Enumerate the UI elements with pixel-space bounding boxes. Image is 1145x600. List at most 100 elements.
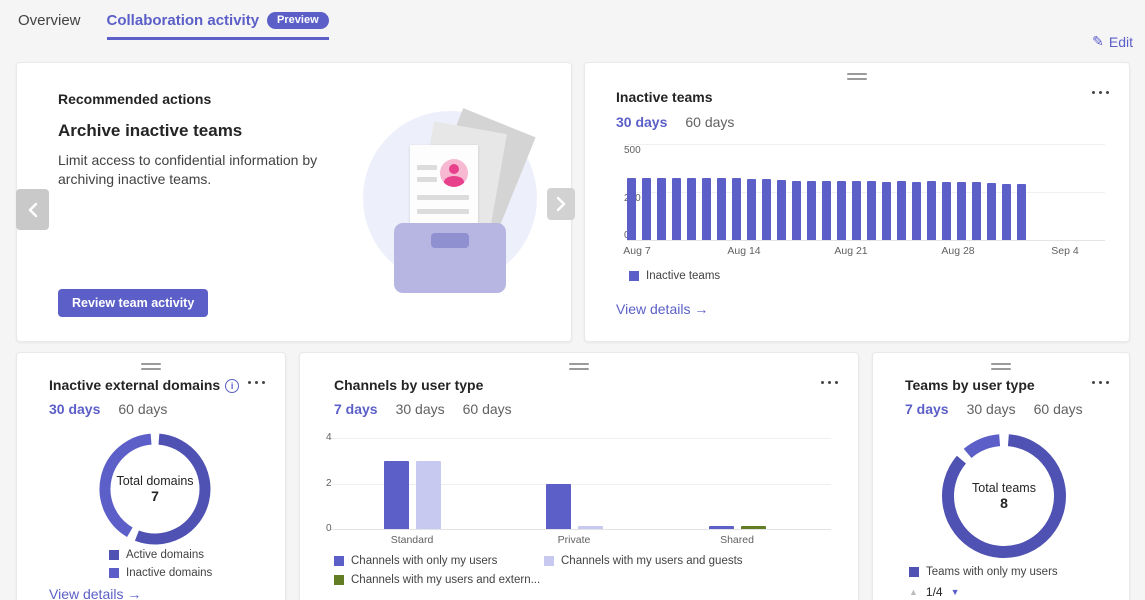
drag-handle-icon[interactable] [847,70,867,83]
legend-swatch [544,556,554,566]
inactive-teams-card: Inactive teams 30 days 60 days 500 250 0… [584,62,1130,342]
inactive-teams-chart: 500 250 0 Aug 7 Aug 14 Aug 21 Aug 28 Sep… [623,144,1105,262]
inactive-teams-title: Inactive teams [616,89,713,105]
filter-7-days[interactable]: 7 days [334,401,378,417]
total-teams-label: Total teams [972,481,1036,495]
filter-60-days[interactable]: 60 days [462,401,512,417]
recommended-actions-heading: Recommended actions [58,91,212,107]
drag-handle-icon[interactable] [991,360,1011,373]
y-tick-4: 4 [326,432,332,443]
legend-channels-users-and-external: Channels with my users and extern... [334,574,540,586]
x-tick-aug21: Aug 21 [834,245,868,257]
archive-inactive-teams-description: Limit access to confidential information… [58,152,318,187]
legend-swatch [334,556,344,566]
tab-bar: Overview Collaboration activity Preview [18,12,329,40]
carousel-next-button[interactable] [547,188,575,220]
legend-inactive-domains: Inactive domains [109,567,212,579]
legend-swatch [109,568,119,578]
tab-collaboration-activity-label: Collaboration activity [106,12,260,29]
legend-swatch [629,271,639,281]
x-tick-shared: Shared [720,534,754,546]
tab-collaboration-activity[interactable]: Collaboration activity Preview [106,12,329,40]
filter-30-days[interactable]: 30 days [49,401,101,417]
total-teams-value: 8 [1000,495,1008,511]
info-icon[interactable]: i [225,379,240,393]
more-options-button[interactable] [1088,377,1113,388]
illustration-archive-box [394,223,506,293]
more-options-button[interactable] [1088,87,1113,98]
illustration-document [410,145,478,223]
domains-donut-center: Total domains 7 [95,429,215,549]
legend-teams-only-my-users: Teams with only my users [909,566,1058,578]
channels-chart: 4 2 0 Standard Private Shared [326,432,831,548]
channels-filters: 7 days 30 days 60 days [334,401,512,417]
donut-ring [942,434,1066,558]
filter-30-days[interactable]: 30 days [395,401,445,417]
y-tick-2: 2 [326,478,332,489]
teams-type-filters: 7 days 30 days 60 days [905,401,1083,417]
chevron-right-icon [556,196,566,212]
more-options-button[interactable] [244,377,269,388]
inactive-external-domains-card: Inactive external domains i 30 days 60 da… [16,352,286,600]
tab-overview[interactable]: Overview [18,12,81,37]
legend-swatch [909,567,919,577]
illustration-avatar [440,159,468,187]
x-tick-private: Private [557,534,591,546]
channels-by-user-type-title: Channels by user type [334,377,484,393]
total-domains-value: 7 [151,488,159,504]
carousel-previous-button[interactable] [16,189,49,230]
legend-inactive-teams: Inactive teams [629,270,720,282]
y-tick-500: 500 [624,145,641,156]
legend-label: Channels with my users and extern... [351,574,541,586]
legend-label: Active domains [126,549,204,561]
filter-30-days[interactable]: 30 days [966,401,1016,417]
inactive-external-domains-title: Inactive external domains i [49,377,240,393]
tab-overview-label: Overview [18,12,81,29]
pager-up-icon[interactable]: ▲ [909,587,918,597]
x-tick-aug14: Aug 14 [727,245,761,257]
x-tick-aug28: Aug 28 [941,245,975,257]
filter-60-days[interactable]: 60 days [1033,401,1083,417]
illustration-box-handle [431,233,469,248]
filter-60-days[interactable]: 60 days [118,401,168,417]
legend-swatch [334,575,344,585]
teams-by-user-type-card: Teams by user type 7 days 30 days 60 day… [872,352,1130,600]
drag-handle-icon[interactable] [141,360,161,373]
legend-label: Teams with only my users [926,566,1058,578]
filter-60-days[interactable]: 60 days [685,114,735,130]
pager-label: 1/4 [925,585,943,599]
legend-label: Inactive teams [646,270,721,282]
preview-badge: Preview [267,12,329,29]
review-team-activity-button[interactable]: Review team activity [58,289,209,317]
y-tick-0: 0 [624,230,630,241]
legend-channels-users-and-guests: Channels with my users and guests [544,555,743,567]
legend-pager: ▲ 1/4 ▼ [909,585,960,599]
channels-by-user-type-card: Channels by user type 7 days 30 days 60 … [299,352,859,600]
legend-swatch [109,550,119,560]
donut-ring [99,433,211,545]
filter-30-days[interactable]: 30 days [616,114,668,130]
legend-active-domains: Active domains [109,549,204,561]
pager-down-icon[interactable]: ▼ [950,587,960,597]
x-tick-standard: Standard [390,534,434,546]
archive-inactive-teams-title: Archive inactive teams [58,121,243,140]
legend-label: Inactive domains [126,567,213,579]
drag-handle-icon[interactable] [569,360,589,373]
more-options-button[interactable] [817,377,842,388]
filter-7-days[interactable]: 7 days [905,401,949,417]
y-tick-0: 0 [326,523,332,534]
edit-button[interactable]: ✎ Edit [1092,33,1133,50]
edit-label: Edit [1108,33,1133,50]
teams-donut-center: Total teams 8 [936,428,1072,564]
teams-donut-chart: Total teams 8 [936,428,1072,564]
legend-label: Channels with only my users [351,555,498,567]
domains-donut-chart: Total domains 7 [95,429,215,549]
pencil-icon: ✎ [1092,33,1104,49]
chevron-left-icon [27,202,37,217]
inactive-teams-filters: 30 days 60 days [616,114,734,130]
domains-view-details-link[interactable]: View details → [49,586,142,600]
legend-channels-only-my-users: Channels with only my users [334,555,497,567]
teams-by-user-type-title: Teams by user type [905,377,1035,393]
inactive-teams-view-details-link[interactable]: View details → [616,301,709,317]
